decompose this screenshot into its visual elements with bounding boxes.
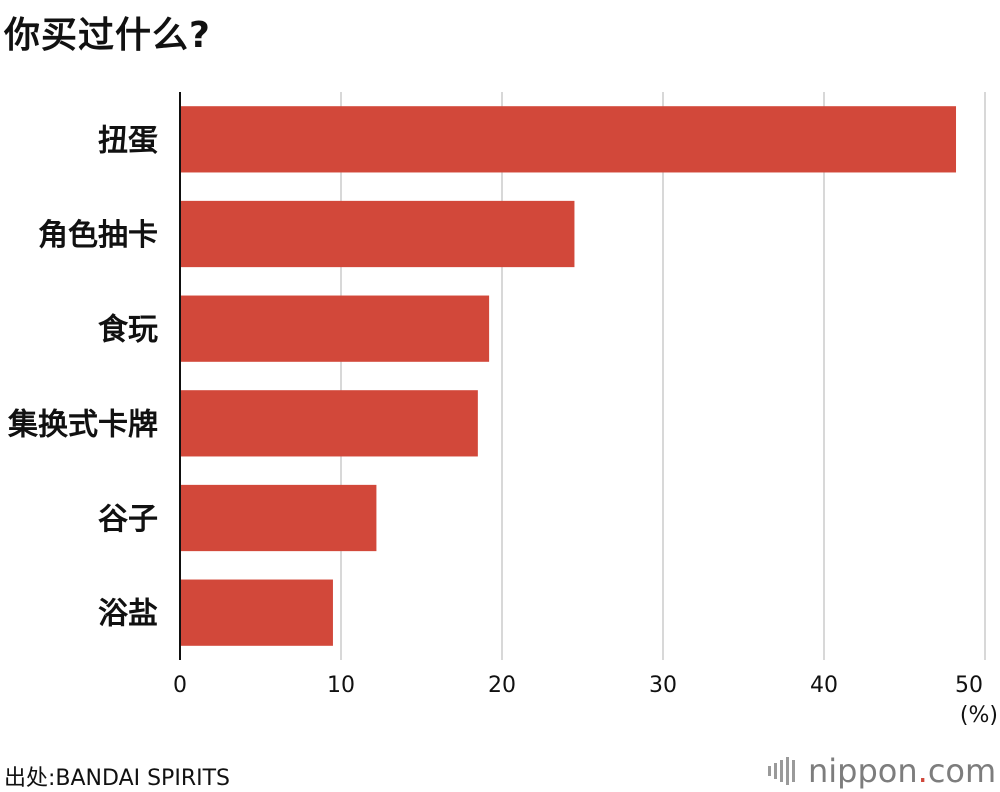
x-tick-label: 0: [173, 673, 187, 698]
bar: [180, 579, 333, 646]
bar: [180, 484, 377, 552]
x-tick-label: 30: [649, 673, 677, 698]
nippon-logo: nippon.com: [768, 752, 996, 790]
chart-title: 你买过什么?: [4, 15, 211, 56]
category-label: 食玩: [98, 313, 158, 348]
x-tick-label: 40: [810, 673, 838, 698]
x-tick-label: 10: [327, 673, 355, 698]
category-label: 扭蛋: [98, 123, 158, 158]
bar: [180, 106, 957, 173]
logo-dot: .: [917, 752, 928, 790]
tick-labels: 0 10 20 30 40 50: [173, 673, 983, 698]
logo-bars-icon: [768, 757, 798, 785]
category-label: 谷子: [98, 502, 158, 537]
bars: [180, 106, 957, 646]
category-label: 集换式卡牌: [7, 407, 158, 442]
bar: [180, 295, 490, 362]
category-label: 浴盐: [98, 597, 158, 632]
category-label: 角色抽卡: [38, 218, 158, 253]
unit-label: (%): [960, 703, 998, 728]
gridlines: [340, 92, 986, 660]
bar: [180, 200, 575, 268]
logo-tld: com: [927, 752, 997, 790]
source-note: 出处:BANDAI SPIRITS: [4, 766, 230, 791]
x-tick-label: 50: [955, 673, 983, 698]
bar: [180, 390, 478, 457]
x-tick-label: 20: [488, 673, 516, 698]
logo-name: nippon: [808, 752, 918, 790]
